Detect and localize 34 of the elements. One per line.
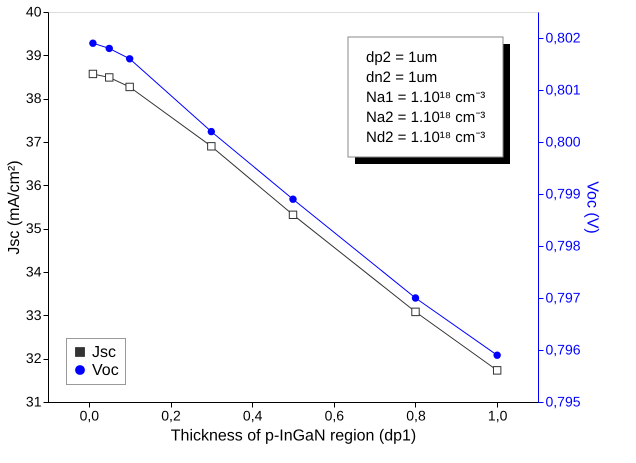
y2-tick-label: 0,795	[546, 394, 581, 410]
y-tick-label: 35	[26, 220, 42, 236]
y2-tick-label: 0,802	[546, 30, 581, 46]
y2-tick-label: 0,801	[546, 82, 581, 98]
y-tick-label: 31	[26, 394, 42, 410]
annotation: dp2 = 1um	[366, 49, 438, 66]
legend-label: Voc	[92, 362, 119, 379]
annotation: Na2 = 1.10¹⁸ cm⁻³	[366, 109, 486, 126]
x-tick-label: 0,0	[80, 408, 100, 424]
y-tick-label: 36	[26, 176, 42, 193]
x-tick-label: 0,6	[324, 408, 344, 424]
y2-tick-label: 0,798	[546, 238, 581, 254]
y2-tick-label: 0,799	[546, 186, 581, 202]
y-tick-label: 33	[26, 306, 42, 323]
y-tick-label: 37	[26, 134, 42, 150]
y-tick-label: 39	[26, 46, 42, 63]
x-tick-label: 0,2	[161, 408, 181, 424]
annotation: Nd2 = 1.10¹⁸ cm⁻³	[366, 129, 486, 146]
annotation: dn2 = 1um	[366, 69, 438, 86]
annotation: Na1 = 1.10¹⁸ cm⁻³	[366, 89, 486, 106]
y2-tick-label: 0,797	[546, 290, 581, 306]
y-tick-label: 38	[26, 90, 42, 106]
y-tick-label: 32	[26, 350, 42, 366]
y-tick-label: 34	[26, 264, 42, 280]
y2-tick-label: 0,796	[546, 342, 581, 358]
x-tick-label: 0,4	[242, 408, 263, 424]
x-tick-label: 1,0	[488, 408, 508, 424]
y-axis-title: Jsc (mA/cm²)	[6, 160, 23, 255]
x-tick-label: 0,8	[406, 408, 426, 424]
y-tick-label: 40	[26, 4, 42, 20]
x-axis-title: Thickness of p-InGaN region (dp1)	[170, 428, 416, 444]
legend-label: Jsc	[92, 344, 116, 361]
y2-axis-title: Voc (V)	[584, 181, 601, 234]
y2-tick-label: 0,800	[546, 134, 581, 150]
